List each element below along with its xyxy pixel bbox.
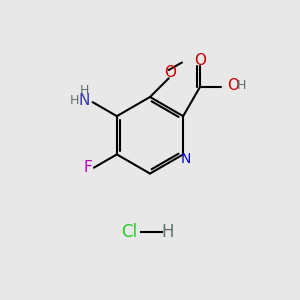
Text: O: O [194,53,206,68]
Text: H: H [70,94,79,107]
Text: F: F [84,160,92,175]
Text: H: H [237,79,246,92]
Text: O: O [164,65,176,80]
Text: H: H [161,224,174,242]
Text: O: O [227,78,239,93]
Text: H: H [80,84,89,97]
Text: N: N [79,93,90,108]
Text: Cl: Cl [121,224,137,242]
Text: N: N [180,152,191,166]
